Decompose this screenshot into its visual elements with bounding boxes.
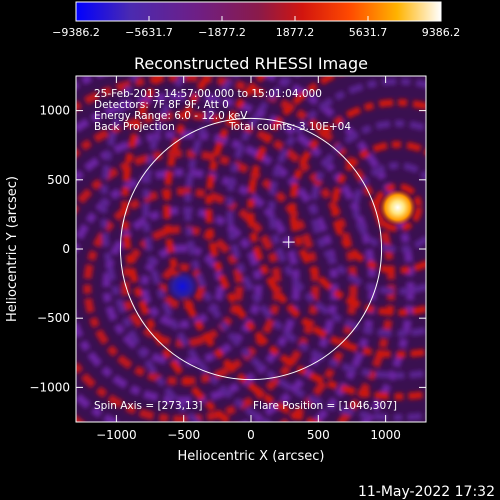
x-axis-label: Heliocentric X (arcsec) <box>178 449 325 464</box>
colorbar-tick-label: 1877.2 <box>276 26 315 39</box>
x-tick-label: −500 <box>167 428 200 442</box>
chart-title: Reconstructed RHESSI Image <box>134 54 368 73</box>
y-tick-label: −1000 <box>29 380 70 394</box>
colorbar-tick-label: 5631.7 <box>349 26 388 39</box>
y-tick-label: 1000 <box>39 104 70 118</box>
method-text: Back Projection <box>94 121 175 133</box>
y-tick-label: 500 <box>47 173 70 187</box>
detectors-text: Detectors: 7F 8F 9F, Att 0 <box>94 99 229 111</box>
spin-axis-text: Spin Axis = [273,13] <box>94 400 202 412</box>
flare-position-text: Flare Position = [1046,307] <box>253 400 397 412</box>
time-range-text: 25-Feb-2013 14:57:00.000 to 15:01:04.000 <box>94 88 322 100</box>
y-axis-label: Heliocentric Y (arcsec) <box>5 176 20 322</box>
colorbar <box>75 1 442 22</box>
y-axis: −1000 −500 0 500 1000 <box>29 104 426 394</box>
colorbar-ticks: −9386.2 −5631.7 −1877.2 1877.2 5631.7 9386.2 <box>52 16 460 39</box>
total-counts-text: Total counts: 3.10E+04 <box>228 121 351 133</box>
y-tick-label: −500 <box>37 311 70 325</box>
energy-range-text: Energy Range: 6.0 - 12.0 keV <box>94 110 248 122</box>
sun-center-marker <box>282 236 295 249</box>
y-tick-label: 0 <box>62 242 70 256</box>
solar-limb-circle <box>119 117 383 381</box>
annotation-block: 25-Feb-2013 14:57:00.000 to 15:01:04.000… <box>94 88 397 412</box>
footer-timestamp: 11-May-2022 17:32 <box>358 484 495 500</box>
x-tick-label: 0 <box>247 428 255 442</box>
x-tick-label: 500 <box>307 428 330 442</box>
positive-source <box>379 189 416 226</box>
x-axis: −1000 −500 0 500 1000 <box>96 76 401 442</box>
colorbar-tick-label: −9386.2 <box>52 26 100 39</box>
x-tick-label: −1000 <box>96 428 137 442</box>
colorbar-tick-label: −5631.7 <box>125 26 173 39</box>
x-tick-label: 1000 <box>370 428 401 442</box>
colorbar-tick-label: −1877.2 <box>198 26 246 39</box>
negative-source <box>166 270 199 303</box>
colorbar-tick-label: 9386.2 <box>422 26 461 39</box>
